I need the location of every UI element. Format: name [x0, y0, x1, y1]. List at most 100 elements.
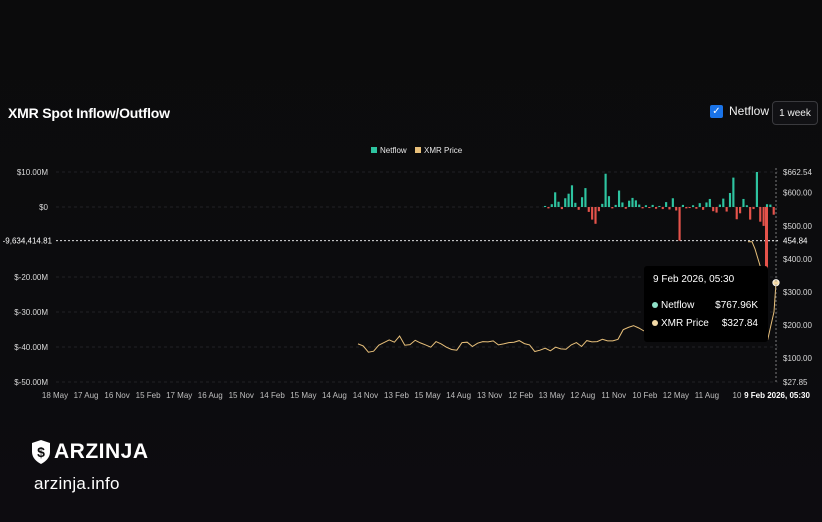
netflow-bar[interactable] — [544, 205, 547, 207]
netflow-bar[interactable] — [769, 204, 772, 207]
netflow-bar[interactable] — [567, 193, 570, 207]
current-price-label: 454.84 — [783, 237, 808, 246]
netflow-bar[interactable] — [685, 207, 688, 209]
netflow-bar[interactable] — [638, 204, 641, 207]
netflow-bar[interactable] — [715, 207, 718, 213]
right-tick-label-1: $600.00 — [783, 189, 812, 198]
netflow-bar[interactable] — [668, 207, 671, 210]
chart-legend[interactable]: Netflow XMR Price — [371, 146, 463, 155]
netflow-bar[interactable] — [691, 205, 695, 207]
price-series-line[interactable] — [357, 325, 645, 353]
netflow-bar[interactable] — [577, 207, 580, 210]
netflow-bar[interactable] — [614, 204, 617, 207]
netflow-bar[interactable] — [628, 200, 631, 207]
netflow-bar[interactable] — [554, 192, 557, 207]
netflow-bar[interactable] — [718, 204, 721, 207]
netflow-bar[interactable] — [681, 204, 685, 207]
netflow-bar[interactable] — [594, 207, 597, 224]
netflow-bar[interactable] — [735, 207, 738, 220]
netflow-bar[interactable] — [661, 207, 664, 210]
netflow-bar[interactable] — [745, 205, 748, 207]
netflow-bar[interactable] — [671, 198, 674, 207]
netflow-bar[interactable] — [742, 198, 745, 207]
x-tick-label-3: 15 Feb — [136, 391, 161, 400]
netflow-bar[interactable] — [631, 197, 634, 207]
netflow-dot-icon — [652, 302, 658, 309]
netflow-bar[interactable] — [601, 203, 604, 207]
netflow-bar[interactable] — [759, 207, 762, 222]
netflow-bar[interactable] — [634, 200, 637, 207]
netflow-bar[interactable] — [762, 207, 765, 226]
netflow-bar[interactable] — [591, 207, 594, 220]
netflow-bar[interactable] — [739, 207, 742, 214]
netflow-bar[interactable] — [641, 207, 644, 209]
netflow-bar[interactable] — [580, 197, 584, 207]
netflow-bar[interactable] — [722, 198, 725, 207]
netflow-bar[interactable] — [584, 188, 587, 207]
netflow-bar[interactable] — [624, 207, 627, 209]
legend-label-1: XMR Price — [424, 146, 463, 155]
netflow-bar[interactable] — [547, 207, 550, 209]
netflow-bar[interactable] — [557, 201, 560, 207]
netflow-bar[interactable] — [698, 203, 701, 207]
tooltip-netflow-label: Netflow — [661, 300, 695, 311]
netflow-bar[interactable] — [712, 207, 715, 212]
x-tick-label-21: 11 Aug — [695, 391, 719, 400]
current-netflow-label: -9,634,414.81 — [3, 237, 53, 246]
netflow-bar[interactable] — [651, 204, 654, 207]
netflow-bar[interactable] — [702, 207, 705, 210]
netflow-bar[interactable] — [560, 207, 563, 210]
x-tick-label-4: 17 May — [166, 391, 192, 400]
netflow-bar[interactable] — [611, 207, 614, 209]
left-tick-label-4: $-40.00M — [14, 343, 48, 352]
netflow-bar[interactable] — [665, 202, 668, 207]
netflow-bar[interactable] — [658, 205, 661, 207]
x-tick-label-17: 12 Aug — [570, 391, 595, 400]
watermark-url: arzinja.info — [34, 474, 120, 493]
netflow-bar[interactable] — [675, 207, 678, 211]
netflow-bar[interactable] — [695, 207, 698, 209]
netflow-bar[interactable] — [644, 205, 648, 207]
netflow-bar[interactable] — [587, 207, 590, 212]
netflow-bar[interactable] — [705, 202, 708, 207]
right-tick-label-3: $400.00 — [783, 255, 812, 264]
time-range-select[interactable]: 1 week — [772, 101, 818, 125]
netflow-bar[interactable] — [570, 185, 574, 207]
price-dot-icon — [652, 320, 658, 327]
netflow-bar[interactable] — [617, 190, 621, 207]
netflow-bar[interactable] — [621, 202, 624, 207]
netflow-bar[interactable] — [749, 207, 752, 220]
arzinja-shield-icon: $ — [32, 440, 50, 464]
netflow-bar[interactable] — [678, 207, 681, 241]
netflow-bar[interactable] — [732, 177, 735, 207]
netflow-bar[interactable] — [755, 172, 758, 207]
right-tick-label-6: $100.00 — [783, 354, 812, 363]
checkbox-checked-icon[interactable]: ✓ — [710, 104, 723, 118]
netflow-bar[interactable] — [604, 173, 607, 207]
netflow-bar[interactable] — [654, 207, 658, 209]
netflow-bar[interactable] — [688, 207, 691, 209]
netflow-bar[interactable] — [765, 204, 769, 207]
x-tick-label-6: 15 Nov — [229, 391, 254, 400]
netflow-bar[interactable] — [574, 202, 577, 207]
netflow-bar[interactable] — [564, 198, 567, 207]
netflow-bar[interactable] — [725, 207, 728, 212]
x-tick-label-12: 15 May — [414, 391, 440, 400]
netflow-bar[interactable] — [597, 207, 600, 212]
legend-label-0: Netflow — [380, 146, 407, 155]
tooltip-row-netflow: Netflow $767.96K — [652, 300, 762, 311]
netflow-toggle[interactable]: ✓ Netflow — [710, 104, 769, 118]
netflow-bar[interactable] — [772, 207, 775, 215]
netflow-bar[interactable] — [728, 193, 732, 207]
x-tick-label-0: 18 May — [42, 391, 68, 400]
netflow-bar[interactable] — [708, 198, 711, 207]
netflow-bar[interactable] — [607, 196, 611, 207]
x-tick-label-11: 13 Feb — [384, 391, 409, 400]
netflow-bar[interactable] — [752, 207, 755, 210]
netflow-bar[interactable] — [550, 204, 553, 207]
netflow-toggle-label: Netflow — [729, 104, 770, 118]
right-tick-label-2: $500.00 — [783, 222, 812, 231]
netflow-bar[interactable] — [648, 207, 651, 209]
x-tick-label-16: 13 May — [539, 391, 565, 400]
chart-grid — [56, 171, 778, 383]
